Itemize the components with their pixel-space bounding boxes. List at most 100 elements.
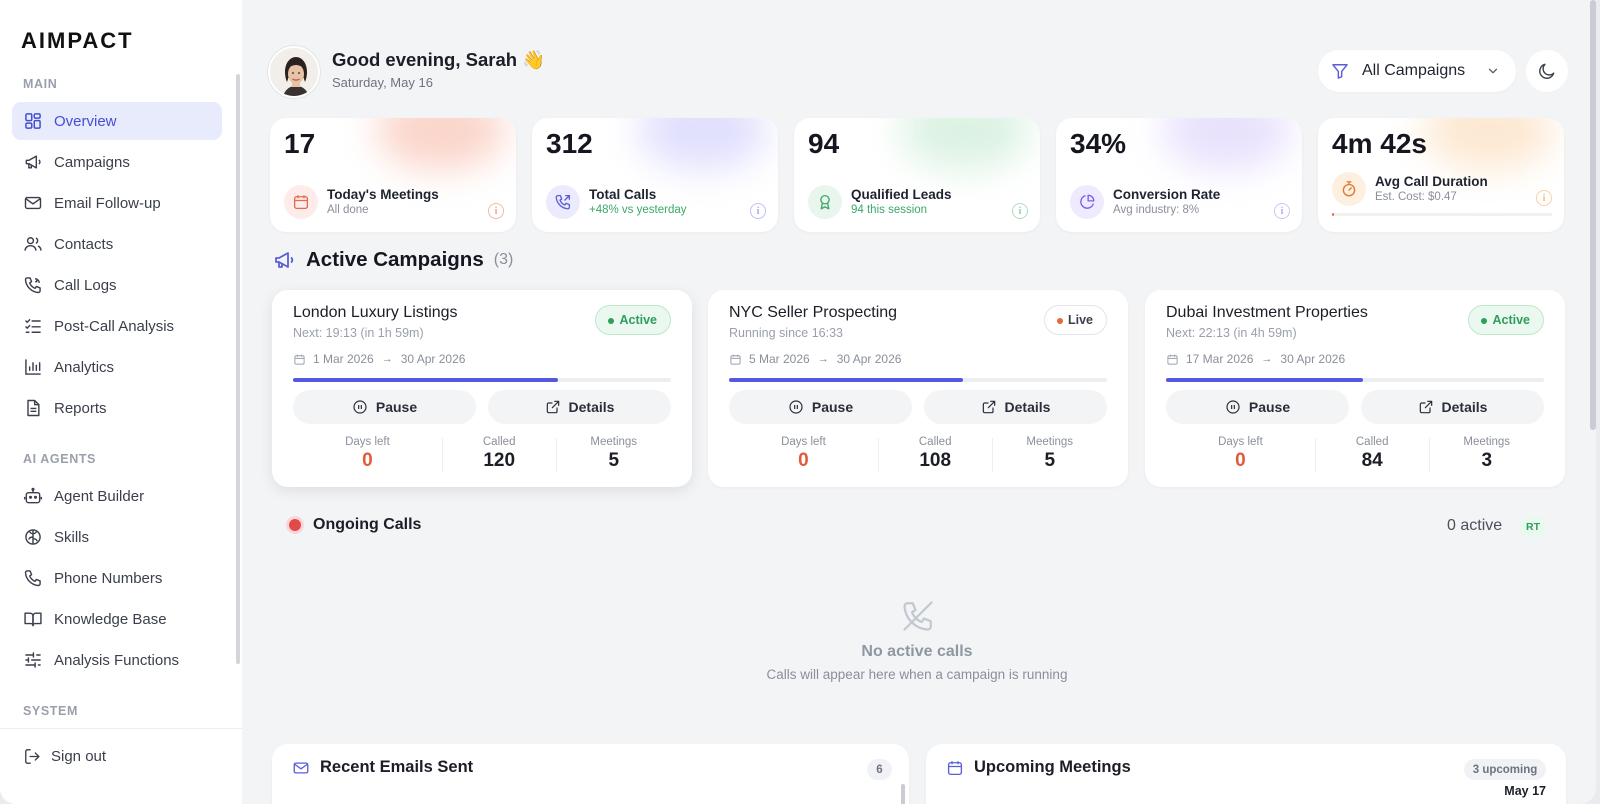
megaphone-icon	[23, 152, 43, 172]
campaign-stats: Days left 0 Called 84 Meetings 3	[1166, 436, 1544, 476]
brain-icon	[23, 527, 43, 547]
award-icon	[808, 185, 842, 219]
stat-label: Called	[918, 436, 952, 448]
user-avatar[interactable]	[268, 46, 320, 98]
app-logo[interactable]: AIMPACT	[21, 28, 134, 53]
pause-circle-icon	[789, 400, 803, 414]
sidebar-item-label: Contacts	[54, 235, 114, 253]
start-date: 5 Mar 2026	[749, 352, 810, 366]
info-icon[interactable]: i	[488, 203, 504, 219]
sidebar-item-agent-builder[interactable]: Agent Builder	[12, 477, 222, 515]
calendar-icon	[730, 354, 741, 365]
pause-label: Pause	[375, 399, 418, 415]
kpi-card-meetings[interactable]: 17 Today's Meetings All done i	[270, 118, 516, 232]
campaign-card[interactable]: Dubai Investment Properties Next: 22:13 …	[1145, 290, 1565, 487]
sidebar-item-label: Reports	[54, 399, 107, 417]
end-date: 30 Apr 2026	[400, 352, 466, 366]
details-button[interactable]: Details	[924, 390, 1107, 424]
external-link-icon	[982, 400, 995, 414]
sidebar-item-label: Agent Builder	[54, 487, 145, 505]
book-icon	[23, 609, 43, 629]
campaign-next-run: Next: 22:13 (in 4h 59m)	[1166, 326, 1297, 340]
sidebar-item-contacts[interactable]: Contacts	[12, 225, 222, 263]
meeting-date: May 17	[1504, 784, 1546, 798]
sidebar-item-knowledge-base[interactable]: Knowledge Base	[12, 600, 222, 638]
signout-button[interactable]: Sign out	[23, 747, 106, 766]
sidebar-scrollbar[interactable]	[236, 74, 240, 664]
details-label: Details	[568, 399, 615, 415]
sidebar-item-overview[interactable]: Overview	[12, 102, 222, 140]
campaign-name: Dubai Investment Properties	[1166, 304, 1368, 321]
sidebar-item-call-logs[interactable]: Call Logs	[12, 266, 222, 304]
sidebar-item-phone-numbers[interactable]: Phone Numbers	[12, 559, 222, 597]
card-glow	[376, 118, 506, 170]
panel-scrollbar[interactable]	[901, 784, 905, 804]
start-date: 1 Mar 2026	[313, 352, 374, 366]
theme-toggle-button[interactable]	[1526, 50, 1568, 92]
kpi-sub: Avg industry: 8%	[1113, 204, 1200, 216]
pause-button[interactable]: Pause	[1166, 390, 1349, 424]
stat-meetings: Meetings 5	[992, 436, 1107, 476]
details-label: Details	[1441, 399, 1488, 415]
section-title: Active Campaigns	[306, 248, 484, 271]
duration-progress-fill	[1332, 213, 1335, 216]
campaign-card[interactable]: NYC Seller Prospecting Running since 16:…	[708, 290, 1128, 487]
start-date: 17 Mar 2026	[1186, 352, 1254, 366]
pause-label: Pause	[811, 399, 854, 415]
sidebar-item-label: Email Follow-up	[54, 194, 161, 212]
campaign-card[interactable]: London Luxury Listings Next: 19:13 (in 1…	[272, 290, 692, 487]
sidebar-item-reports[interactable]: Reports	[12, 389, 222, 427]
kpi-sub: +48% vs yesterday	[589, 204, 687, 216]
moon-icon	[1539, 63, 1555, 79]
sidebar-item-email-follow-up[interactable]: Email Follow-up	[12, 184, 222, 222]
sidebar-item-skills[interactable]: Skills	[12, 518, 222, 556]
phone-off-icon	[903, 601, 933, 631]
info-icon[interactable]: i	[1012, 203, 1028, 219]
details-button[interactable]: Details	[1361, 390, 1544, 424]
campaign-date-range: 1 Mar 2026 → 30 Apr 2026	[293, 352, 465, 366]
calendar-icon	[284, 185, 318, 219]
page-scrollbar[interactable]	[1590, 0, 1596, 430]
sidebar-item-post-call-analysis[interactable]: Post-Call Analysis	[12, 307, 222, 345]
stat-value: 3	[1481, 450, 1493, 471]
sidebar-item-analysis-functions[interactable]: Analysis Functions	[12, 641, 222, 679]
signout-label: Sign out	[51, 748, 107, 765]
kpi-card-conversion-rate[interactable]: 34% Conversion Rate Avg industry: 8% i	[1056, 118, 1302, 232]
kpi-card-qualified-leads[interactable]: 94 Qualified Leads 94 this session i	[794, 118, 1040, 232]
stat-label: Meetings	[590, 436, 638, 448]
users-icon	[23, 234, 43, 254]
stat-days-left: Days left 0	[293, 436, 442, 476]
phone-outgoing-icon	[546, 185, 580, 219]
stat-value: 120	[483, 450, 516, 471]
current-date: Saturday, May 16	[332, 75, 433, 90]
logout-icon	[25, 749, 40, 764]
kpi-card-total-calls[interactable]: 312 Total Calls +48% vs yesterday i	[532, 118, 778, 232]
kpi-card-avg-call-duration[interactable]: 4m 42s Avg Call Duration Est. Cost: $0.4…	[1318, 118, 1564, 232]
info-icon[interactable]: i	[1536, 190, 1552, 206]
sidebar-item-analytics[interactable]: Analytics	[12, 348, 222, 386]
section-label-ai-agents: AI AGENTS	[23, 452, 96, 466]
panel-title: Upcoming Meetings	[946, 758, 1131, 777]
pause-circle-icon	[353, 400, 367, 414]
robot-icon	[23, 486, 43, 506]
pause-button[interactable]: Pause	[729, 390, 912, 424]
details-button[interactable]: Details	[488, 390, 671, 424]
kpi-label: Total Calls	[589, 187, 657, 202]
sidebar-item-campaigns[interactable]: Campaigns	[12, 143, 222, 181]
end-date: 30 Apr 2026	[1280, 352, 1346, 366]
stat-label: Days left	[781, 436, 826, 448]
campaign-count: (3)	[493, 251, 514, 268]
info-icon[interactable]: i	[750, 203, 766, 219]
mail-icon	[293, 761, 309, 774]
stat-label: Called	[1355, 436, 1389, 448]
filter-icon	[1332, 64, 1348, 79]
sidebar-item-label: Post-Call Analysis	[54, 317, 175, 335]
end-date: 30 Apr 2026	[836, 352, 902, 366]
stat-days-left: Days left 0	[729, 436, 878, 476]
info-icon[interactable]: i	[1274, 203, 1290, 219]
signout-area: Sign out	[0, 728, 242, 804]
campaign-filter-dropdown[interactable]: All Campaigns	[1318, 50, 1516, 92]
campaign-name: London Luxury Listings	[293, 304, 458, 321]
pause-button[interactable]: Pause	[293, 390, 476, 424]
campaign-progress-fill	[729, 378, 964, 382]
